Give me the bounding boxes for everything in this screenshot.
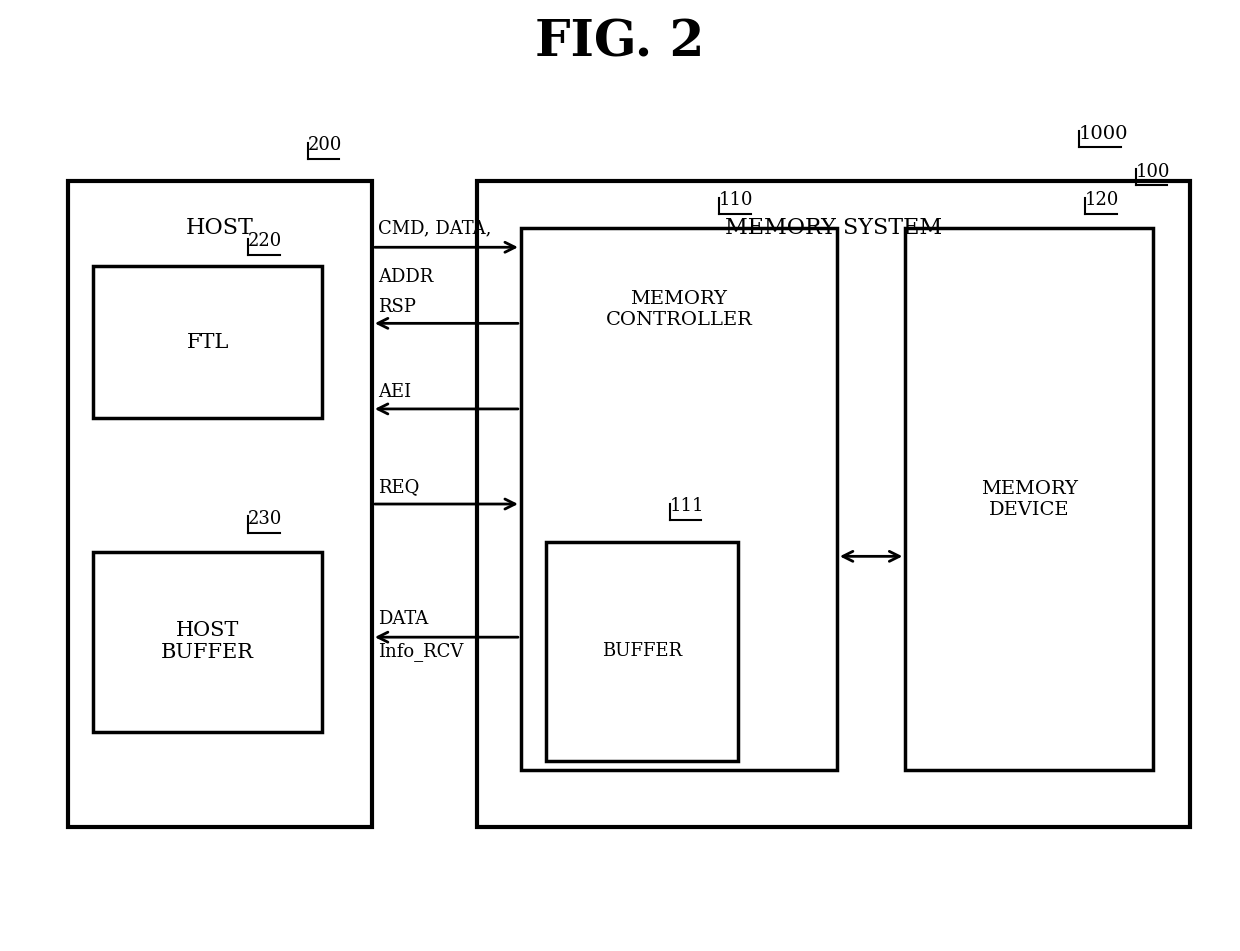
FancyBboxPatch shape: [93, 552, 322, 732]
Text: 111: 111: [670, 497, 704, 515]
FancyBboxPatch shape: [477, 181, 1190, 827]
FancyBboxPatch shape: [521, 228, 837, 770]
Text: 120: 120: [1085, 191, 1120, 209]
Text: 220: 220: [248, 232, 283, 250]
Text: FTL: FTL: [186, 333, 229, 352]
Text: 1000: 1000: [1079, 125, 1128, 143]
Text: Info_RCV: Info_RCV: [378, 642, 464, 661]
Text: FIG. 2: FIG. 2: [536, 18, 704, 68]
Text: MEMORY
CONTROLLER: MEMORY CONTROLLER: [605, 290, 753, 329]
Text: AEI: AEI: [378, 383, 412, 401]
Text: MEMORY SYSTEM: MEMORY SYSTEM: [725, 217, 942, 239]
Text: REQ: REQ: [378, 478, 419, 496]
Text: 230: 230: [248, 510, 283, 528]
Text: 200: 200: [308, 136, 342, 154]
FancyBboxPatch shape: [93, 266, 322, 418]
Text: RSP: RSP: [378, 298, 417, 316]
FancyBboxPatch shape: [68, 181, 372, 827]
Text: MEMORY
DEVICE: MEMORY DEVICE: [981, 480, 1078, 518]
Text: CMD, DATA,: CMD, DATA,: [378, 220, 491, 238]
Text: HOST
BUFFER: HOST BUFFER: [161, 621, 254, 663]
Text: ADDR: ADDR: [378, 268, 434, 286]
FancyBboxPatch shape: [546, 542, 738, 761]
Text: HOST: HOST: [186, 217, 254, 239]
Text: 110: 110: [719, 191, 754, 209]
Text: DATA: DATA: [378, 610, 429, 628]
Text: BUFFER: BUFFER: [601, 643, 682, 660]
FancyBboxPatch shape: [905, 228, 1153, 770]
Text: 100: 100: [1136, 163, 1171, 181]
